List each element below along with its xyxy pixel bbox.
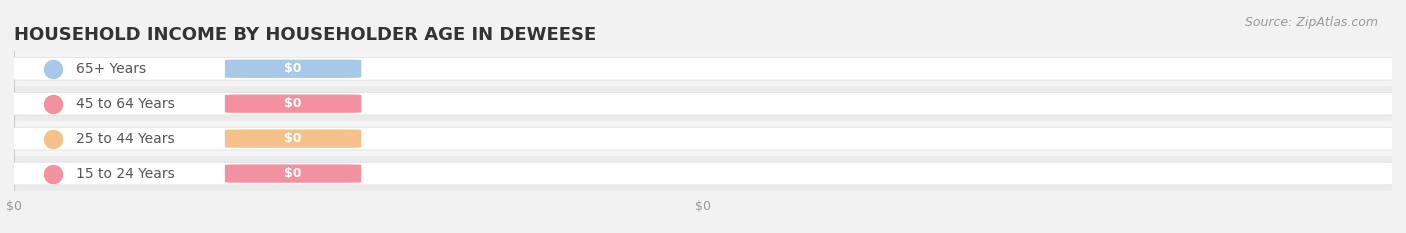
FancyBboxPatch shape — [7, 162, 1399, 185]
Bar — [14, 86, 1392, 121]
FancyBboxPatch shape — [7, 92, 1399, 115]
Text: 25 to 44 Years: 25 to 44 Years — [76, 132, 174, 146]
Bar — [14, 156, 1392, 191]
FancyBboxPatch shape — [7, 57, 1399, 80]
Text: 65+ Years: 65+ Years — [76, 62, 146, 76]
Text: $0: $0 — [284, 132, 302, 145]
Bar — [14, 51, 1392, 86]
Text: HOUSEHOLD INCOME BY HOUSEHOLDER AGE IN DEWEESE: HOUSEHOLD INCOME BY HOUSEHOLDER AGE IN D… — [14, 26, 596, 44]
Text: 15 to 24 Years: 15 to 24 Years — [76, 167, 174, 181]
Text: $0: $0 — [284, 97, 302, 110]
FancyBboxPatch shape — [225, 60, 361, 78]
Bar — [14, 121, 1392, 156]
Text: 45 to 64 Years: 45 to 64 Years — [76, 97, 174, 111]
FancyBboxPatch shape — [225, 95, 361, 113]
FancyBboxPatch shape — [225, 130, 361, 148]
Text: Source: ZipAtlas.com: Source: ZipAtlas.com — [1244, 16, 1378, 29]
Text: $0: $0 — [284, 167, 302, 180]
Text: $0: $0 — [284, 62, 302, 75]
FancyBboxPatch shape — [7, 127, 1399, 150]
FancyBboxPatch shape — [225, 164, 361, 183]
